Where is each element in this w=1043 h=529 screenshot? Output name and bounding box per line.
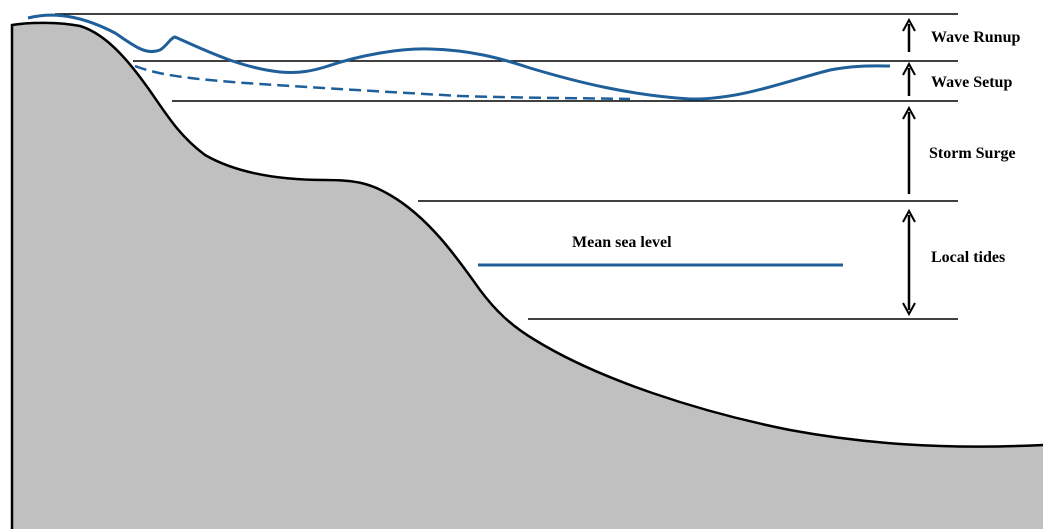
wave-runup-label: Wave Runup <box>931 29 1020 46</box>
wave-setup-label: Wave Setup <box>931 74 1012 91</box>
mean-sea-level-label: Mean sea level <box>572 234 672 251</box>
wave-runup-surface <box>27 13 891 101</box>
local-tides-label: Local tides <box>931 249 1005 266</box>
local-tides-arrow <box>902 208 916 317</box>
land-seabed <box>12 22 1043 529</box>
wave-setup-surface <box>134 64 631 101</box>
wave-runup-arrow <box>902 17 916 52</box>
storm-surge-arrow <box>902 105 916 194</box>
storm-surge-label: Storm Surge <box>929 145 1016 162</box>
shoreline-profile <box>10 21 1043 529</box>
wave-setup-arrow <box>902 61 916 96</box>
